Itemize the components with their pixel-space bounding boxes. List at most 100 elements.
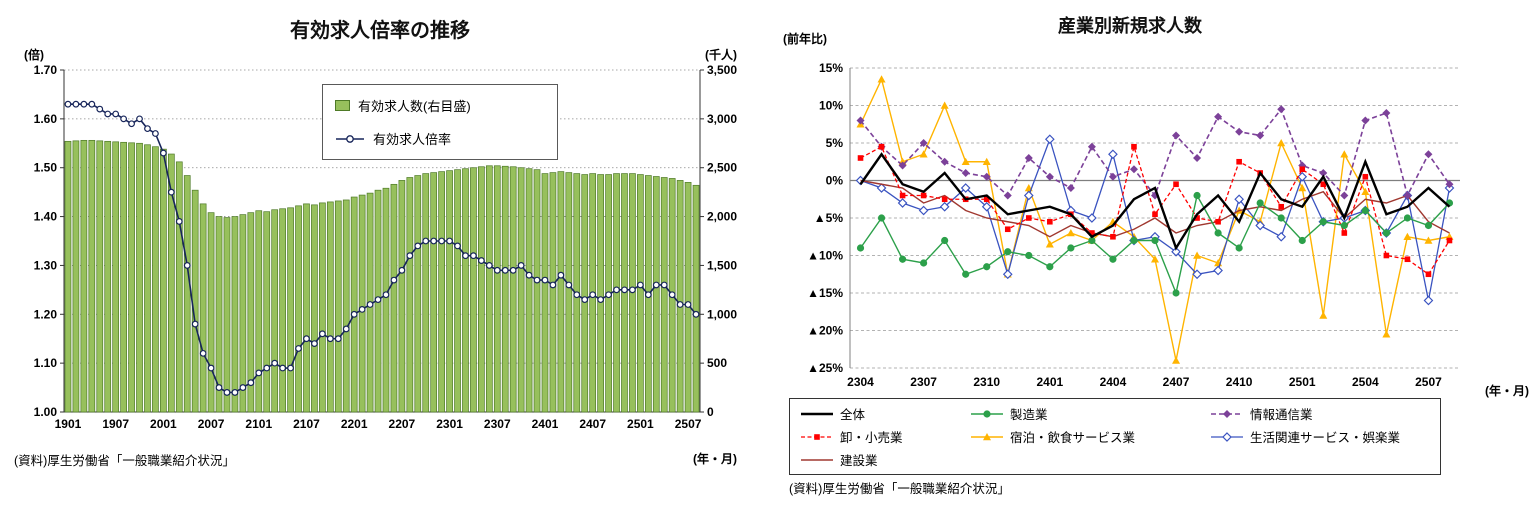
axis-tick-label: 2304 bbox=[847, 375, 874, 389]
marker-triangle bbox=[983, 432, 991, 440]
axis-tick-label: 1907 bbox=[102, 417, 129, 431]
marker-circle bbox=[941, 236, 949, 245]
marker-diamond-open bbox=[960, 183, 971, 193]
legend-item-ratio: 有効求人倍率 bbox=[335, 129, 545, 148]
marker-circle-open bbox=[525, 271, 533, 279]
marker-triangle bbox=[1361, 187, 1370, 196]
marker-circle bbox=[1235, 244, 1243, 252]
bar bbox=[446, 170, 453, 413]
marker-circle-open bbox=[597, 296, 605, 304]
marker-circle-open bbox=[629, 286, 636, 294]
marker-square bbox=[1004, 226, 1011, 233]
bar bbox=[414, 175, 422, 413]
marker-circle-open bbox=[191, 320, 199, 328]
marker-diamond-open bbox=[1276, 231, 1287, 242]
marker-triangle bbox=[919, 150, 928, 158]
axis-tick-label: 2,000 bbox=[707, 210, 737, 224]
bar bbox=[255, 210, 263, 413]
bar bbox=[493, 165, 501, 413]
marker-diamond-open bbox=[1023, 190, 1034, 201]
marker-circle-open bbox=[477, 257, 485, 264]
series-line-2 bbox=[859, 107, 1451, 198]
marker-circle-open bbox=[247, 379, 255, 387]
marker-diamond bbox=[1235, 127, 1244, 136]
marker-diamond bbox=[1223, 409, 1231, 418]
series-line-0 bbox=[859, 152, 1451, 251]
axis-tick-label: 1.50 bbox=[34, 161, 58, 175]
bar bbox=[247, 212, 255, 413]
bar bbox=[72, 140, 80, 413]
marker-circle-open bbox=[414, 242, 422, 250]
legend-item: 製造業 bbox=[970, 404, 1210, 423]
marker-circle-open bbox=[438, 237, 446, 245]
axis-tick-label: 1,000 bbox=[707, 307, 737, 321]
marker-circle-open bbox=[533, 276, 541, 284]
marker-circle-open bbox=[660, 281, 668, 289]
marker-square bbox=[1425, 271, 1432, 278]
axis-tick-label: 2404 bbox=[1100, 375, 1127, 389]
marker-triangle bbox=[1298, 184, 1307, 192]
marker-triangle bbox=[961, 157, 970, 166]
axis-tick-label: 2207 bbox=[389, 417, 416, 431]
marker-circle-open bbox=[454, 242, 461, 250]
marker-diamond bbox=[856, 116, 865, 125]
axis-tick-label: 1901 bbox=[55, 417, 82, 431]
marker-circle bbox=[983, 409, 991, 418]
marker-diamond-open bbox=[918, 205, 929, 216]
axis-tick-label: 1,500 bbox=[707, 258, 737, 272]
marker-triangle bbox=[1382, 330, 1391, 338]
ratio-line-markers bbox=[64, 100, 700, 396]
bar bbox=[485, 165, 493, 413]
marker-square bbox=[1341, 230, 1348, 236]
marker-square bbox=[920, 192, 927, 199]
marker-diamond bbox=[1129, 165, 1138, 174]
axis-tick-label: 0% bbox=[826, 174, 844, 188]
marker-diamond-open bbox=[1297, 171, 1308, 182]
ratio-chart-title: 有効求人倍率の推移 bbox=[290, 20, 470, 42]
marker-circle bbox=[1025, 251, 1033, 260]
bar bbox=[565, 172, 573, 413]
marker-diamond-open bbox=[981, 201, 992, 212]
marker-circle bbox=[1361, 206, 1369, 215]
bar bbox=[104, 140, 112, 413]
bars-openings bbox=[64, 139, 700, 413]
bar bbox=[334, 200, 342, 413]
marker-diamond-open bbox=[1171, 246, 1181, 257]
axis-tick-label: 1.20 bbox=[34, 307, 58, 321]
legend-label: 生活関連サービス・娯楽業 bbox=[1250, 431, 1401, 445]
marker-circle bbox=[1172, 289, 1180, 297]
marker-triangle bbox=[1172, 356, 1181, 364]
marker-circle-open bbox=[104, 110, 112, 118]
legend-label: 製造業 bbox=[1010, 408, 1048, 422]
marker-circle-open bbox=[676, 301, 684, 308]
bar bbox=[96, 140, 104, 413]
bar bbox=[167, 153, 175, 413]
marker-circle-open bbox=[175, 218, 183, 225]
marker-diamond-open bbox=[1255, 220, 1266, 231]
marker-circle bbox=[1151, 236, 1159, 245]
marker-circle-open bbox=[398, 266, 406, 274]
marker-diamond bbox=[940, 157, 949, 166]
marker-triangle bbox=[1066, 229, 1075, 237]
bar bbox=[597, 174, 604, 413]
marker-diamond bbox=[1319, 169, 1328, 177]
marker-circle-open bbox=[287, 364, 294, 372]
marker-triangle bbox=[1151, 255, 1159, 263]
bar bbox=[422, 173, 430, 413]
marker-diamond-open bbox=[1087, 213, 1097, 223]
marker-circle-open bbox=[215, 384, 223, 391]
marker-diamond-open bbox=[1423, 295, 1434, 306]
marker-circle-open bbox=[342, 325, 350, 333]
marker-diamond bbox=[1214, 112, 1223, 121]
bar bbox=[88, 139, 96, 413]
marker-circle bbox=[920, 259, 928, 267]
marker-square bbox=[899, 192, 906, 199]
marker-circle bbox=[877, 214, 886, 222]
marker-circle-open bbox=[88, 100, 96, 108]
axis-tick-label: 1.00 bbox=[34, 405, 58, 419]
bar bbox=[199, 203, 207, 413]
bar bbox=[478, 166, 485, 413]
marker-diamond bbox=[982, 172, 991, 181]
bar bbox=[430, 172, 438, 413]
marker-circle-open bbox=[358, 305, 366, 313]
